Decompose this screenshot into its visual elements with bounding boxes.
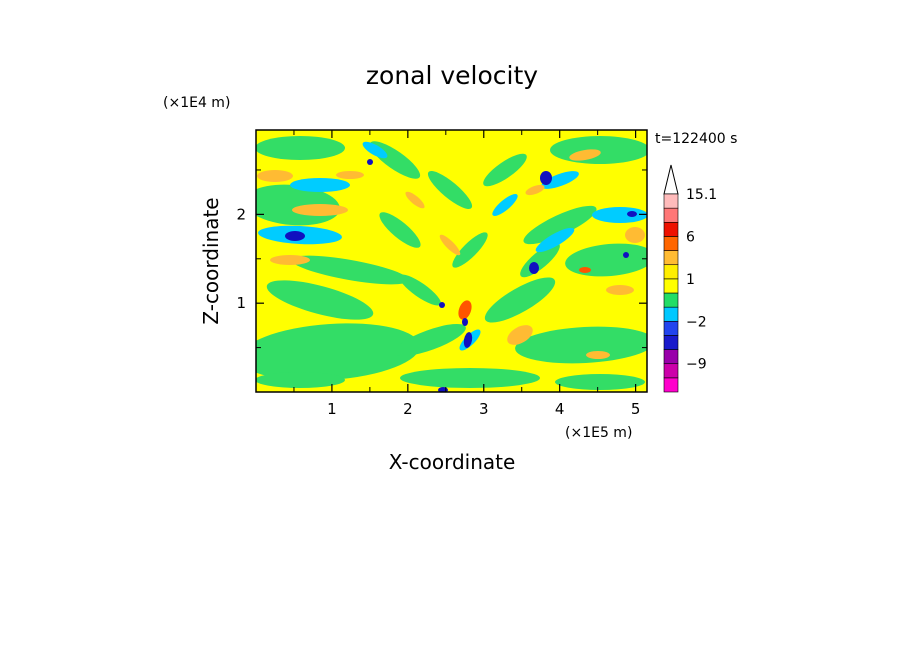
colorbar-label: 1 — [686, 272, 695, 288]
colorbar-segment — [663, 250, 679, 266]
field-cell — [525, 184, 545, 196]
field-cell — [439, 234, 461, 256]
colorbar-segment — [663, 306, 679, 322]
colorbar-segment — [663, 320, 679, 336]
colorbar-label: 6 — [686, 229, 695, 245]
y-tick-label: 1 — [236, 294, 246, 312]
field-cell — [292, 204, 348, 216]
field-cell — [270, 255, 310, 265]
field-cell — [462, 318, 468, 326]
x-unit-label: (×1E5 m) — [565, 425, 632, 441]
field-cell — [290, 178, 350, 192]
x-tick-label: 4 — [555, 400, 565, 418]
colorbar-segment — [663, 221, 679, 237]
colorbar-segment — [663, 363, 679, 379]
colorbar-segment — [663, 236, 679, 251]
field-cell — [555, 374, 645, 390]
y-axis: 12 — [236, 169, 647, 349]
x-tick-label: 3 — [479, 400, 489, 418]
x-axis: 1 2 3 4 5 — [293, 130, 641, 418]
colorbar-segment — [663, 207, 679, 223]
field-cell — [535, 227, 575, 253]
field-cell — [484, 277, 556, 323]
colorbar-segment — [663, 278, 679, 294]
field-cell — [256, 372, 345, 388]
field-cell — [625, 227, 645, 243]
field-cell — [405, 191, 425, 209]
field-cell — [623, 252, 629, 258]
colorbar-segment — [663, 193, 679, 209]
colorbar-segment — [663, 377, 679, 393]
field-cell — [579, 267, 591, 273]
field-cell — [336, 171, 364, 179]
field-cell — [515, 326, 647, 364]
colorbar: 15.1 6 1 −2 −9 — [663, 164, 717, 393]
field-cell — [483, 153, 527, 187]
field-cell — [290, 255, 410, 285]
field-cell — [394, 323, 466, 357]
field-cell — [458, 300, 472, 320]
field-cell — [266, 280, 374, 320]
x-tick-label: 1 — [327, 400, 337, 418]
field-cell — [569, 149, 601, 161]
field-cell — [627, 211, 637, 217]
field-cell — [427, 170, 473, 210]
time-label: t=122400 s — [655, 131, 737, 147]
field-layer — [256, 136, 647, 392]
field-cell — [439, 302, 445, 308]
colorbar-top-arrow — [663, 164, 679, 195]
y-axis-title: Z-coordinate — [199, 197, 223, 324]
field-cell — [592, 207, 647, 223]
colorbar-label: −9 — [686, 357, 707, 373]
chart-title: zonal velocity — [366, 61, 538, 90]
field-cell — [367, 159, 373, 165]
field-cell — [540, 171, 552, 185]
colorbar-segment — [663, 349, 679, 365]
field-cell — [257, 170, 293, 182]
plot-area — [256, 130, 647, 392]
field-cell — [507, 325, 533, 345]
field-cell — [256, 136, 345, 160]
x-axis-title: X-coordinate — [389, 450, 516, 474]
field-cell — [606, 285, 634, 295]
field-cell — [550, 136, 647, 164]
colorbar-segment — [663, 264, 679, 280]
colorbar-label: −2 — [686, 314, 707, 330]
y-unit-label: (×1E4 m) — [163, 95, 230, 111]
x-tick-label: 5 — [631, 400, 641, 418]
field-cell — [256, 323, 420, 381]
field-cell — [529, 262, 539, 274]
field-cell — [492, 194, 518, 216]
field-cell — [399, 274, 441, 306]
field-cell — [379, 212, 421, 248]
plot-frame — [255, 129, 648, 393]
colorbar-segment — [663, 335, 679, 350]
field-cell — [285, 231, 305, 241]
colorbar-label: 15.1 — [686, 187, 717, 203]
x-tick-label: 2 — [403, 400, 413, 418]
y-tick-label: 2 — [236, 205, 246, 223]
field-cell — [362, 141, 388, 159]
field-cell — [400, 368, 540, 388]
field-cell — [463, 332, 473, 348]
field-cell — [452, 232, 488, 268]
colorbar-segment — [663, 292, 679, 308]
field-cell — [541, 171, 579, 189]
field-cell — [523, 205, 597, 245]
field-cell — [586, 351, 610, 359]
